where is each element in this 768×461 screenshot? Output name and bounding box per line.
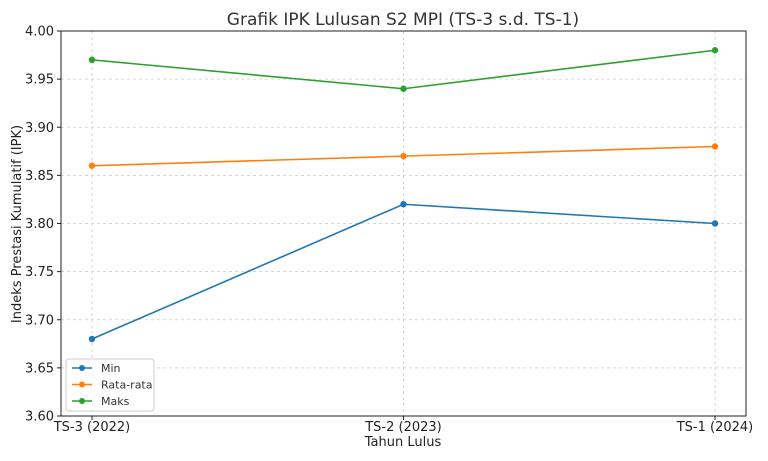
data-point <box>400 85 407 92</box>
series-group <box>88 47 719 343</box>
y-tick-label: 3.90 <box>25 121 54 136</box>
x-tick-label: TS-2 (2023) <box>364 420 442 435</box>
series-maks <box>88 47 719 92</box>
series-rata-rata <box>88 143 719 169</box>
legend-swatch-marker <box>79 398 85 404</box>
x-axis-title: Tahun Lulus <box>364 435 442 450</box>
legend: Min Rata-rata Maks <box>65 358 155 412</box>
data-point <box>88 335 96 343</box>
y-tick-label: 3.70 <box>25 313 54 328</box>
series-min <box>88 201 719 343</box>
legend-swatch-marker <box>79 381 85 388</box>
data-point <box>400 201 407 208</box>
data-point <box>711 47 719 54</box>
legend-label: Min <box>101 362 121 375</box>
axes: 3.60 3.65 3.70 3.75 3.80 3.85 3.90 3.95 4.00 TS-3… <box>25 25 753 436</box>
data-point <box>88 162 96 169</box>
plot-frame <box>60 30 747 417</box>
data-point <box>711 220 719 227</box>
x-tick-label: TS-1 (2024) <box>676 420 754 435</box>
y-tick-label: 3.75 <box>25 265 54 280</box>
y-tick-label: 3.60 <box>25 410 54 425</box>
y-axis-title: Indeks Prestasi Kumulatif (IPK) <box>10 125 25 323</box>
legend-label: Rata-rata <box>101 379 152 392</box>
data-point <box>711 143 719 150</box>
y-tick-label: 3.85 <box>25 169 54 184</box>
y-tick-label: 4.00 <box>25 25 54 40</box>
y-tick-label: 3.95 <box>25 73 54 88</box>
legend-box <box>65 358 155 412</box>
legend-label: Maks <box>101 395 130 408</box>
data-point <box>400 152 407 160</box>
x-tick-label: TS-3 (2022) <box>53 420 131 435</box>
data-point <box>88 56 96 64</box>
y-tick-label: 3.65 <box>25 361 54 376</box>
legend-swatch-marker <box>79 365 85 371</box>
y-tick-label: 3.80 <box>25 217 54 232</box>
chart-title: Grafik IPK Lulusan S2 MPI (TS-3 s.d. TS-… <box>227 10 579 30</box>
